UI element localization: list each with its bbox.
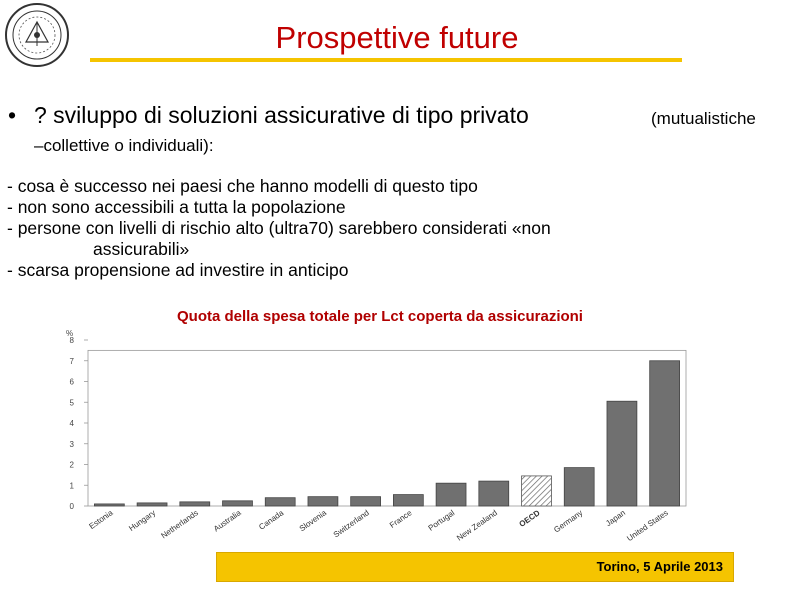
sub-item: - cosa è successo nei paesi che hanno mo…: [7, 176, 478, 196]
x-tick-label: United States: [625, 508, 670, 543]
x-tick-label: Hungary: [127, 508, 157, 533]
slide-title: Prospettive future: [275, 20, 519, 55]
bar-netherlands: [179, 501, 211, 507]
x-tick-label: Germany: [552, 508, 584, 534]
footer-date-location: Torino, 5 Aprile 2013: [596, 559, 723, 574]
x-tick-label: Slovenia: [298, 508, 329, 533]
y-tick-label: 6: [70, 378, 75, 387]
bar-new-zealand: [478, 480, 510, 507]
y-tick-label: 4: [70, 419, 75, 428]
x-tick-label: Portugal: [427, 508, 457, 533]
y-axis-unit-label: %: [66, 329, 73, 338]
y-tick-label: 3: [70, 440, 75, 449]
y-tick-label: 7: [70, 357, 75, 366]
x-tick-label: New Zealand: [455, 508, 499, 542]
bar-united-states: [649, 360, 680, 507]
bar-chart: % 0 1 2 3 4 5 6 7 8 Estonia Hungary Netherlands Austr…: [66, 329, 687, 543]
sub-item-continuation: assicurabili»: [93, 239, 190, 259]
bar-germany: [563, 467, 595, 507]
bar-france: [393, 494, 424, 507]
main-bullet: • ? sviluppo di soluzioni assicurative di…: [8, 102, 529, 129]
x-tick-label: OECD: [518, 508, 542, 529]
bar-hungary: [136, 502, 168, 507]
university-seal-logo: [5, 3, 69, 67]
x-tick-label: Switzerland: [332, 508, 371, 539]
y-tick-label: 0: [70, 502, 75, 511]
bar-australia: [222, 500, 253, 507]
x-tick-label: Canada: [257, 508, 286, 532]
bar-japan: [606, 400, 638, 507]
y-tick-label: 2: [70, 461, 75, 470]
x-tick-label: Estonia: [87, 508, 114, 531]
plot-frame: [87, 349, 687, 507]
bar-slovenia: [307, 496, 339, 507]
x-tick-label: Japan: [604, 508, 627, 528]
bar-portugal: [435, 482, 467, 507]
bar-oecd: [521, 475, 552, 507]
y-tick-label: 1: [70, 481, 75, 490]
bullet-marker-icon: •: [8, 102, 17, 128]
footer-banner: Torino, 5 Aprile 2013: [216, 552, 734, 582]
main-bullet-paren: (mutualistiche: [651, 109, 756, 128]
y-tick-label: 8: [70, 336, 75, 345]
bar-estonia: [94, 503, 125, 507]
main-bullet-continuation: –collettive o individuali):: [34, 136, 214, 155]
bar-canada: [264, 497, 296, 507]
y-tick-label: 5: [70, 398, 75, 407]
sub-bullet-list: - cosa è successo nei paesi che hanno mo…: [7, 176, 551, 281]
main-bullet-text: ? sviluppo di soluzioni assicurative di …: [34, 102, 529, 128]
sub-item: - non sono accessibili a tutta la popola…: [7, 197, 346, 217]
sub-item: - scarsa propensione ad investire in ant…: [7, 260, 349, 280]
x-tick-label: Netherlands: [159, 508, 200, 540]
bar-switzerland: [350, 496, 381, 507]
x-tick-label: France: [388, 508, 414, 530]
sub-item: - persone con livelli di rischio alto (u…: [7, 218, 551, 238]
title-underline: [90, 58, 682, 62]
chart-title: Quota della spesa totale per Lct coperta…: [177, 308, 583, 325]
x-tick-label: Australia: [212, 508, 243, 534]
